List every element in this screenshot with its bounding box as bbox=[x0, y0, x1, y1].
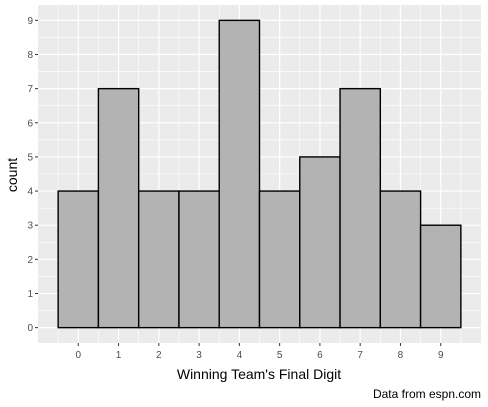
bar-8 bbox=[379, 190, 422, 329]
bar-3 bbox=[178, 190, 220, 329]
x-axis: 0 1 2 3 4 5 6 7 8 9 bbox=[75, 343, 444, 361]
bar-1 bbox=[97, 87, 140, 329]
y-tick-label: 6 bbox=[27, 118, 33, 129]
bar-9 bbox=[419, 224, 462, 329]
y-axis-title: count bbox=[4, 158, 20, 192]
y-tick-label: 3 bbox=[27, 221, 33, 232]
x-tick-label: 0 bbox=[75, 350, 81, 361]
y-axis: 0 1 2 3 4 5 6 7 8 9 bbox=[27, 16, 38, 334]
chart-caption: Data from espn.com bbox=[373, 387, 481, 401]
x-tick-label: 7 bbox=[357, 350, 363, 361]
x-tick-label: 2 bbox=[156, 350, 162, 361]
y-tick-label: 2 bbox=[27, 255, 33, 266]
x-axis-title: Winning Team's Final Digit bbox=[177, 366, 341, 382]
x-tick-label: 1 bbox=[116, 350, 122, 361]
bar-0 bbox=[57, 190, 100, 329]
x-tick-label: 9 bbox=[438, 350, 444, 361]
bar-5 bbox=[258, 190, 301, 329]
y-tick-label: 7 bbox=[27, 84, 33, 95]
x-tick-label: 8 bbox=[398, 350, 404, 361]
x-tick-label: 5 bbox=[277, 350, 283, 361]
y-tick-label: 9 bbox=[27, 16, 33, 27]
y-tick-label: 1 bbox=[27, 289, 33, 300]
x-tick-label: 4 bbox=[237, 350, 243, 361]
y-tick-label: 0 bbox=[27, 323, 33, 334]
bar-7 bbox=[339, 87, 382, 329]
x-tick-label: 6 bbox=[317, 350, 323, 361]
bar-6 bbox=[299, 156, 341, 329]
x-tick-label: 3 bbox=[196, 350, 202, 361]
bar-2 bbox=[137, 190, 180, 329]
bar-4 bbox=[218, 19, 261, 329]
y-tick-label: 4 bbox=[27, 187, 33, 198]
y-tick-label: 5 bbox=[27, 152, 33, 163]
bars bbox=[57, 19, 462, 329]
y-tick-label: 8 bbox=[27, 50, 33, 61]
